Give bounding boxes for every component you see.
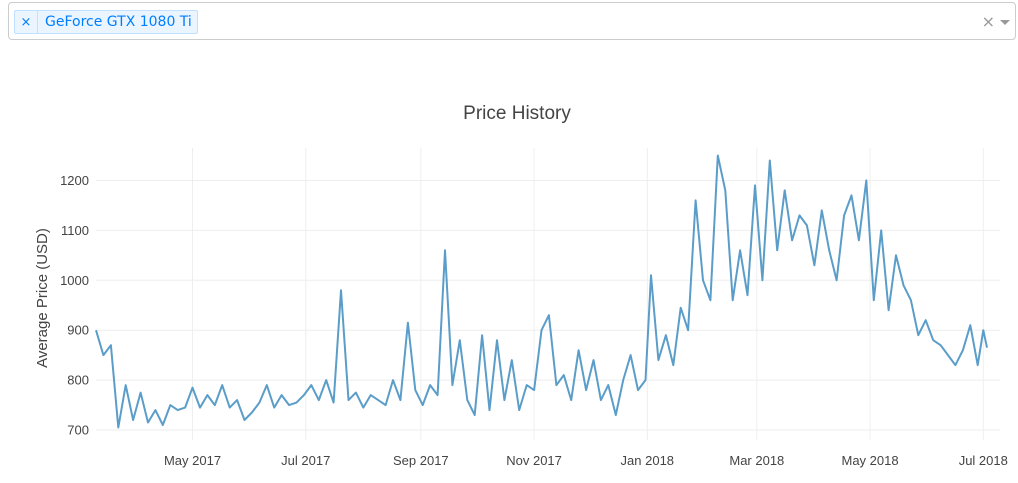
tag-label: GeForce GTX 1080 Ti bbox=[45, 14, 192, 30]
x-tick-label: Jan 2018 bbox=[621, 453, 675, 468]
chart-title: Price History bbox=[463, 103, 571, 124]
y-tick-label: 900 bbox=[67, 323, 89, 338]
y-tick-label: 1000 bbox=[60, 273, 89, 288]
selected-tag: × GeForce GTX 1080 Ti bbox=[14, 10, 198, 34]
x-tick-label: May 2017 bbox=[164, 453, 221, 468]
x-tick-label: May 2018 bbox=[842, 453, 899, 468]
tag-remove-icon[interactable]: × bbox=[15, 11, 38, 33]
y-tick-label: 700 bbox=[67, 423, 89, 438]
x-tick-label: Jul 2017 bbox=[281, 453, 330, 468]
x-tick-label: Jul 2018 bbox=[959, 453, 1008, 468]
x-tick-label: Nov 2017 bbox=[506, 453, 562, 468]
x-tick-label: Sep 2017 bbox=[393, 453, 449, 468]
y-tick-label: 1200 bbox=[60, 173, 89, 188]
y-axis-title: Average Price (USD) bbox=[34, 228, 51, 368]
y-tick-label: 1100 bbox=[61, 223, 89, 238]
dropdown-arrow-icon[interactable] bbox=[1000, 20, 1010, 25]
y-tick-label: 800 bbox=[67, 373, 89, 388]
gpu-multiselect[interactable]: × GeForce GTX 1080 Ti × bbox=[8, 2, 1016, 40]
clear-all-icon[interactable]: × bbox=[981, 12, 995, 31]
price-series-line bbox=[95, 154, 988, 429]
x-tick-label: Mar 2018 bbox=[729, 453, 784, 468]
